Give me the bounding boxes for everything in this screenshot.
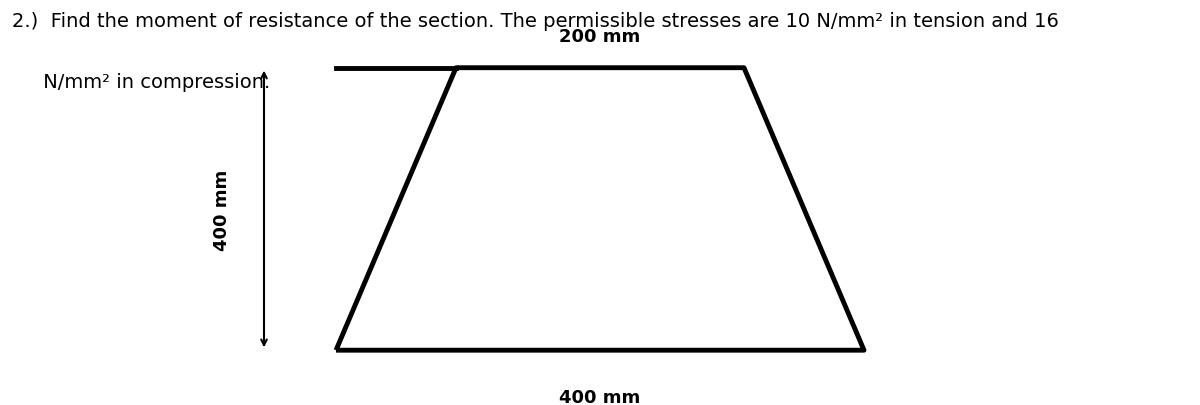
Text: 400 mm: 400 mm xyxy=(559,388,641,405)
Text: N/mm² in compression.: N/mm² in compression. xyxy=(12,73,270,92)
Text: 2.)  Find the moment of resistance of the section. The permissible stresses are : 2.) Find the moment of resistance of the… xyxy=(12,12,1058,31)
Text: 200 mm: 200 mm xyxy=(559,28,641,46)
Text: 400 mm: 400 mm xyxy=(214,169,232,250)
